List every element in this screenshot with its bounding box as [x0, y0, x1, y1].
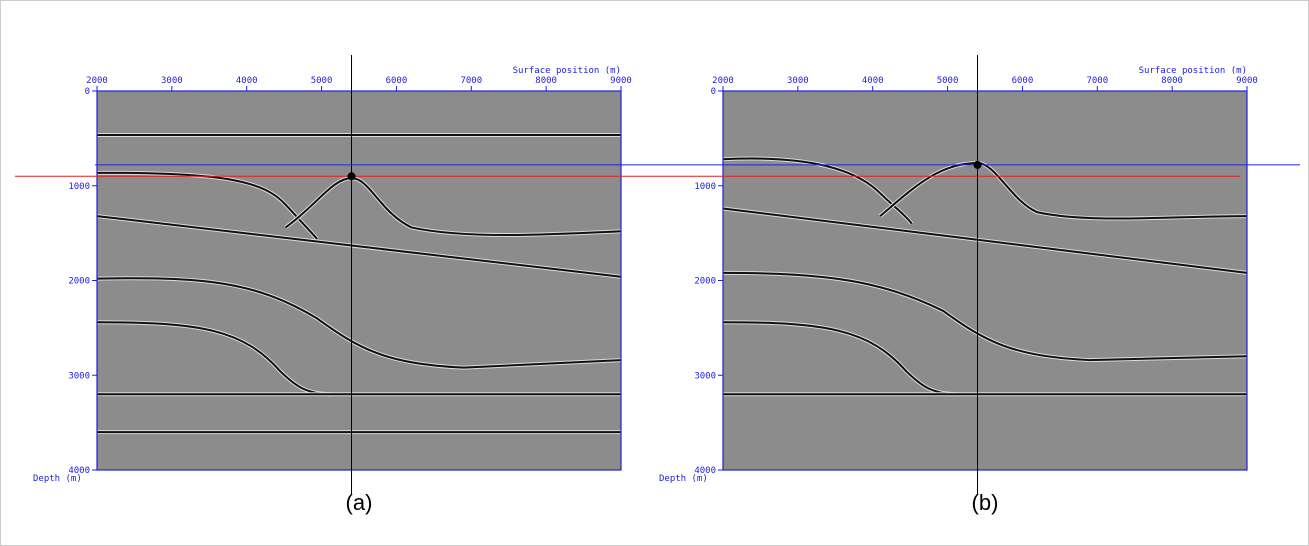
- panel: 2000 3000 4000 5000 6000 7000 8000 9000 0 1000 200…: [659, 66, 1258, 515]
- seismic-image: [723, 91, 1247, 470]
- x-tick-label: 8000: [1161, 76, 1183, 86]
- y-tick-label: 1000: [694, 182, 716, 192]
- y-axis-label: Depth (m): [659, 474, 708, 484]
- panel-label: (a): [346, 490, 373, 515]
- y-tick-label: 2000: [694, 277, 716, 287]
- marker-point: [974, 161, 982, 169]
- y-tick-label: 0: [711, 87, 716, 97]
- x-axis-label: Surface position (m): [513, 66, 621, 76]
- x-tick-label: 7000: [1086, 76, 1108, 86]
- panel: 2000 3000 4000 5000 6000 7000 8000 9000 0 1000 200…: [33, 66, 632, 515]
- x-tick-label: 7000: [460, 76, 482, 86]
- x-tick-label: 8000: [535, 76, 557, 86]
- x-tick-label: 6000: [1012, 76, 1034, 86]
- y-tick-label: 2000: [68, 277, 90, 287]
- x-tick-label: 3000: [161, 76, 183, 86]
- x-tick-label: 2000: [86, 76, 108, 86]
- x-tick-label: 4000: [862, 76, 884, 86]
- marker-point: [348, 172, 356, 180]
- y-tick-label: 3000: [68, 371, 90, 381]
- figure: 2000 3000 4000 5000 6000 7000 8000 9000 0 1000 200…: [0, 0, 1309, 546]
- x-tick-label: 9000: [610, 76, 632, 86]
- x-tick-label: 4000: [236, 76, 258, 86]
- panel-label: (b): [972, 490, 999, 515]
- x-axis-label: Surface position (m): [1139, 66, 1247, 76]
- y-tick-label: 3000: [694, 371, 716, 381]
- x-tick-label: 5000: [311, 76, 333, 86]
- y-tick-label: 1000: [68, 182, 90, 192]
- y-tick-label: 0: [85, 87, 90, 97]
- x-tick-label: 3000: [787, 76, 809, 86]
- x-tick-label: 6000: [386, 76, 408, 86]
- y-axis-label: Depth (m): [33, 474, 82, 484]
- x-tick-label: 9000: [1236, 76, 1258, 86]
- x-tick-label: 5000: [937, 76, 959, 86]
- x-tick-label: 2000: [712, 76, 734, 86]
